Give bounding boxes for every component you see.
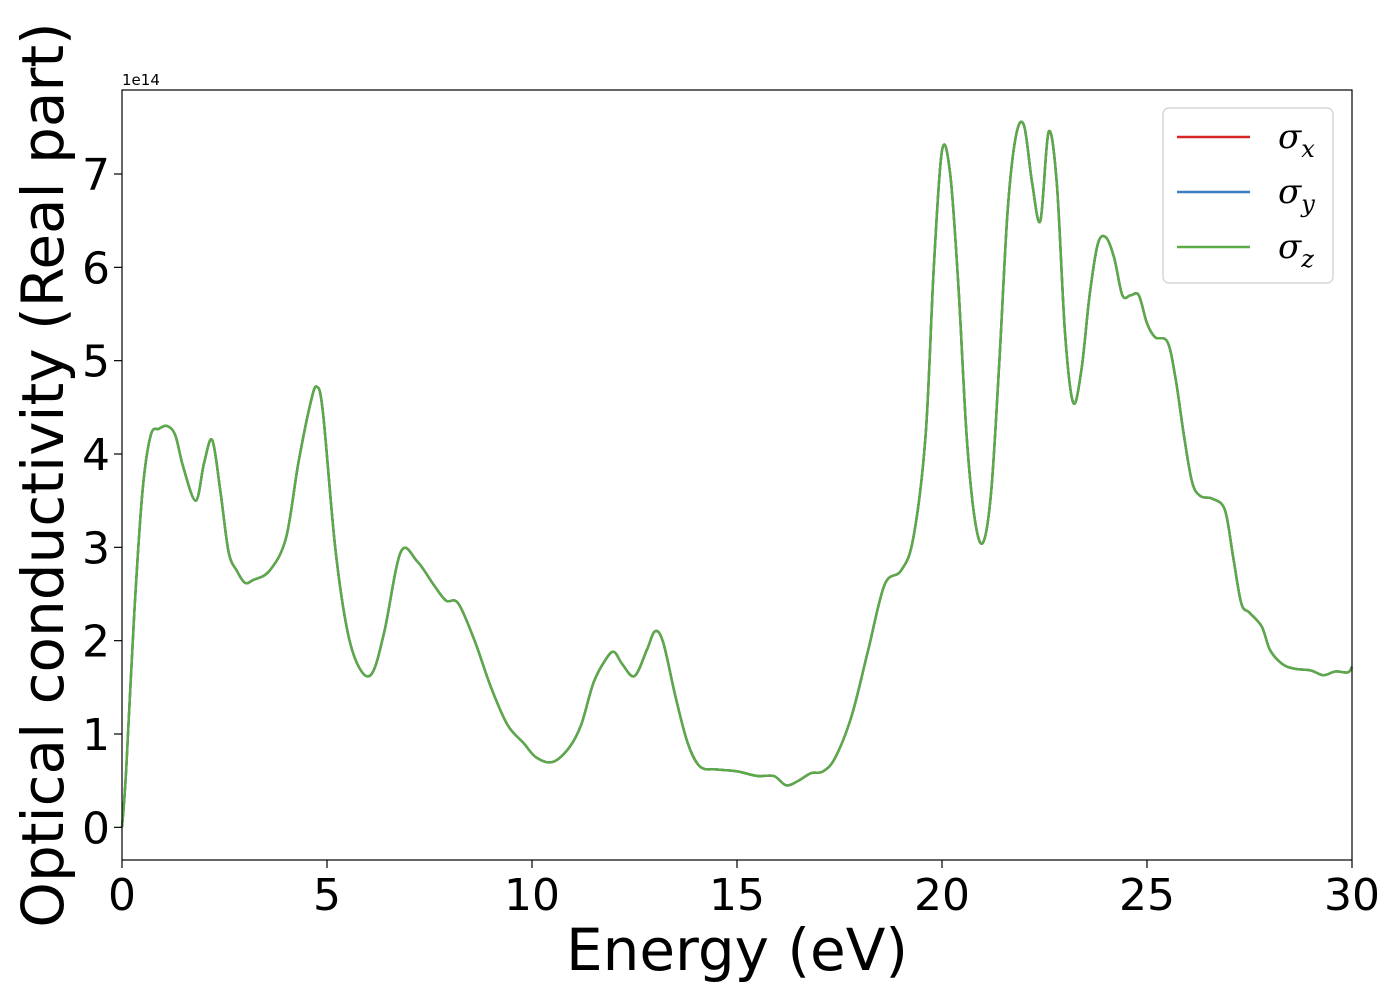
x-tick-label: 10 bbox=[504, 870, 560, 921]
x-tick-label: 25 bbox=[1119, 870, 1175, 921]
x-tick-label: 30 bbox=[1324, 870, 1380, 921]
y-tick-label: 5 bbox=[82, 337, 110, 388]
plot-lines bbox=[120, 120, 1354, 828]
y-tick-label: 2 bbox=[82, 617, 110, 668]
y-tick-label: 6 bbox=[82, 243, 110, 294]
x-tick-label: 15 bbox=[709, 870, 765, 921]
x-axis-title: Energy (eV) bbox=[566, 916, 908, 984]
legend-subscript: x bbox=[1301, 135, 1315, 163]
series-line-sigma-z bbox=[120, 120, 1354, 828]
x-tick-label: 0 bbox=[108, 870, 136, 921]
x-tick-label: 5 bbox=[313, 870, 341, 921]
y-tick-label: 0 bbox=[82, 803, 110, 854]
legend-subscript: z bbox=[1300, 245, 1314, 273]
x-tick-label: 20 bbox=[914, 870, 970, 921]
y-axis-title: Optical conductivity (Real part) bbox=[9, 22, 77, 927]
legend-box bbox=[1162, 107, 1334, 284]
y-offset-label: 1e14 bbox=[122, 71, 160, 89]
legend-subscript: y bbox=[1300, 190, 1315, 218]
y-tick-label: 4 bbox=[82, 430, 110, 481]
y-tick-label: 7 bbox=[82, 150, 110, 201]
y-tick-label: 3 bbox=[82, 523, 110, 574]
x-axis: 0 5 10 15 20 25 30 bbox=[108, 860, 1380, 921]
y-tick-label: 1 bbox=[82, 710, 110, 761]
y-axis: 0 1 2 3 4 5 6 7 bbox=[82, 150, 122, 854]
